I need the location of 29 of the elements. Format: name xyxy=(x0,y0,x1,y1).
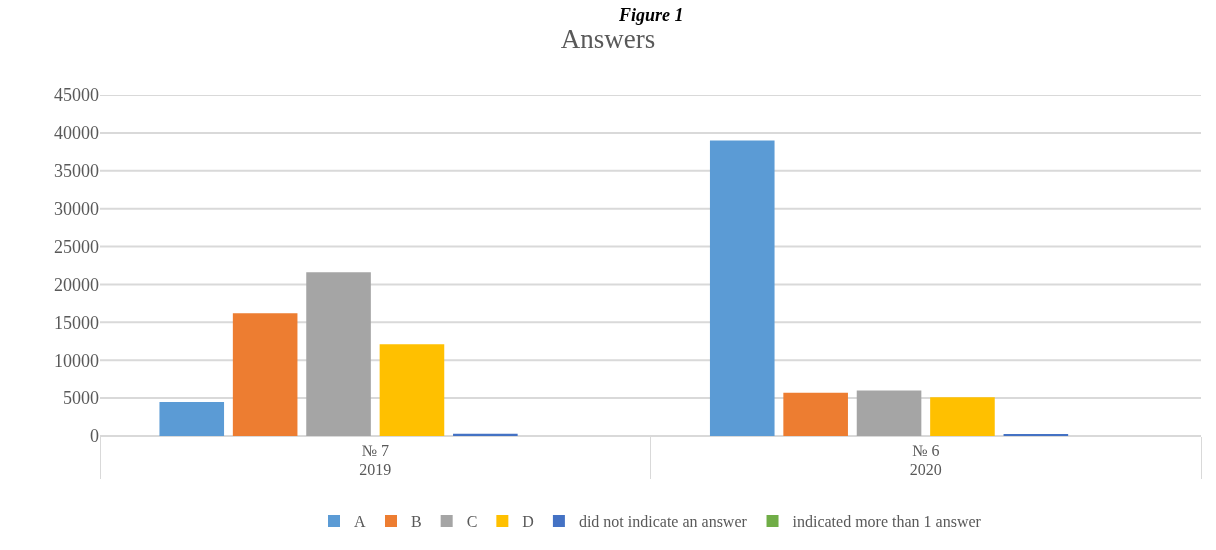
y-tick-label: 20000 xyxy=(54,274,99,295)
y-tick-label: 5000 xyxy=(63,388,99,409)
y-tick-label: 0 xyxy=(90,426,99,447)
text: 2019 xyxy=(359,461,392,479)
y-tick-label: 15000 xyxy=(54,312,99,333)
legend-label: indicated more than 1 answer xyxy=(792,513,982,531)
y-tick-label: 40000 xyxy=(54,123,99,144)
bar xyxy=(856,390,922,436)
legend-label: B xyxy=(411,513,422,531)
bar xyxy=(783,392,848,436)
y-tick-label: 45000 xyxy=(54,85,99,106)
caption: Figure 1 xyxy=(618,5,684,25)
legend-label: C xyxy=(466,513,478,531)
y-tick-label: 30000 xyxy=(54,198,99,219)
x-tick-label: № 7 xyxy=(361,442,389,460)
bar xyxy=(306,272,371,436)
bar xyxy=(709,140,775,436)
y-tick-label: 35000 xyxy=(54,161,99,182)
bar xyxy=(379,344,445,436)
legend-label: did not indicate an answer xyxy=(578,513,748,531)
y-tick-label: 10000 xyxy=(54,350,99,371)
legend-label: A xyxy=(354,513,366,531)
bar xyxy=(159,401,225,436)
bar xyxy=(930,397,995,436)
legend-label: D xyxy=(522,513,534,531)
text: 2020 xyxy=(909,461,942,479)
x-tick-label: № 6 xyxy=(912,442,940,460)
y-tick-label: 25000 xyxy=(54,236,99,257)
bar xyxy=(232,313,298,436)
